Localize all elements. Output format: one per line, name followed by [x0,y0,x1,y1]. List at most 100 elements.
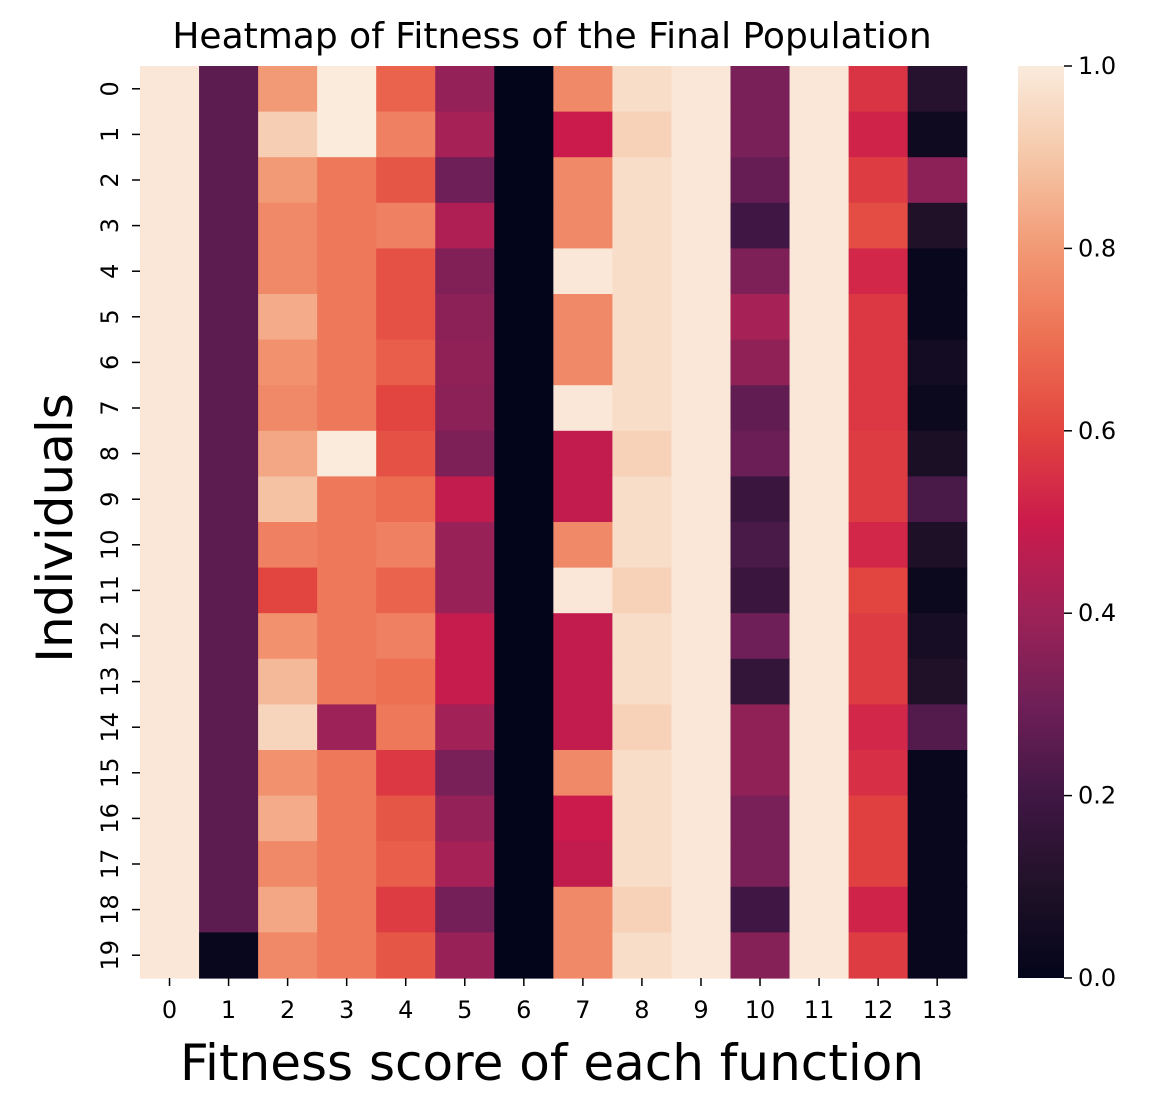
heatmap-cell-r4-c5 [435,248,495,295]
heatmap-cell-r14-c6 [494,704,554,751]
heatmap-cell-r11-c5 [435,567,495,614]
heatmap-cell-r12-c11 [789,613,850,660]
heatmap-cell-r18-c7 [553,886,613,933]
heatmap-cell-r7-c0 [140,385,200,432]
heatmap-cell-r1-c1 [199,111,259,158]
heatmap-cell-r14-c0 [140,704,200,751]
x-tick-label-6: 6 [516,996,531,1024]
heatmap-cell-r2-c13 [907,157,968,204]
heatmap-cell-r1-c13 [907,111,968,158]
heatmap-cell-r16-c8 [612,795,673,842]
heatmap-cell-r16-c12 [848,795,909,842]
heatmap-cell-r11-c10 [730,567,791,614]
heatmap-cell-r9-c13 [907,476,968,523]
heatmap-cell-r11-c9 [671,567,732,614]
heatmap-cell-r13-c1 [199,658,259,705]
heatmap-cell-r9-c5 [435,476,495,523]
heatmap-cell-r12-c6 [494,613,554,660]
heatmap-cell-r3-c3 [317,202,377,249]
heatmap-cell-r1-c9 [671,111,732,158]
x-tick-label-12: 12 [863,996,894,1024]
heatmap-cell-r0-c1 [199,66,259,113]
heatmap-cell-r0-c12 [848,66,909,113]
heatmap-cell-r5-c10 [730,294,791,341]
heatmap-cell-r17-c12 [848,841,909,888]
heatmap-cell-r11-c13 [907,567,968,614]
heatmap-cell-r16-c11 [789,795,850,842]
heatmap-cell-r11-c11 [789,567,850,614]
heatmap-cell-r3-c1 [199,202,259,249]
heatmap-cell-r6-c13 [907,339,968,386]
heatmap-cell-r18-c2 [258,886,318,933]
heatmap-cell-r3-c8 [612,202,673,249]
heatmap-cell-r19-c7 [553,932,613,979]
heatmap-cell-r7-c8 [612,385,673,432]
heatmap-cell-r15-c12 [848,750,909,797]
heatmap-cell-r2-c3 [317,157,377,204]
heatmap-cell-r4-c8 [612,248,673,295]
heatmap-cell-r6-c10 [730,339,791,386]
heatmap-cell-r8-c13 [907,430,968,477]
heatmap-cell-r9-c6 [494,476,554,523]
heatmap-cell-r12-c4 [376,613,436,660]
heatmap-cell-r9-c12 [848,476,909,523]
heatmap-cell-r16-c5 [435,795,495,842]
y-tick-label-10: 10 [96,530,124,561]
heatmap-cell-r9-c3 [317,476,377,523]
heatmap-cell-r3-c10 [730,202,791,249]
heatmap-cell-r10-c4 [376,522,436,569]
heatmap-cell-r3-c0 [140,202,200,249]
heatmap-cell-r4-c9 [671,248,732,295]
heatmap-cell-r10-c9 [671,522,732,569]
heatmap-cell-r19-c11 [789,932,850,979]
heatmap-cell-r13-c7 [553,658,613,705]
heatmap-cell-r5-c13 [907,294,968,341]
heatmap-cell-r5-c0 [140,294,200,341]
heatmap-cell-r15-c9 [671,750,732,797]
heatmap-cell-r12-c2 [258,613,318,660]
heatmap-cell-r16-c1 [199,795,259,842]
heatmap-cell-r14-c4 [376,704,436,751]
y-tick-label-4: 4 [96,264,124,279]
heatmap-cell-r5-c8 [612,294,673,341]
heatmap-cell-r18-c0 [140,886,200,933]
heatmap-cell-r8-c11 [789,430,850,477]
heatmap-cell-r17-c8 [612,841,673,888]
x-tick-label-10: 10 [745,996,776,1024]
colorbar-tick-label-4: 0.8 [1078,234,1116,262]
x-tick-label-1: 1 [221,996,236,1024]
heatmap-cell-r18-c8 [612,886,673,933]
heatmap-cell-r13-c0 [140,658,200,705]
y-tick-label-15: 15 [96,758,124,789]
heatmap-cell-r13-c5 [435,658,495,705]
y-tick-label-2: 2 [96,172,124,187]
heatmap-cell-r10-c11 [789,522,850,569]
heatmap-cell-r11-c1 [199,567,259,614]
heatmap-cell-r3-c5 [435,202,495,249]
heatmap-cell-r17-c11 [789,841,850,888]
heatmap-cell-r0-c5 [435,66,495,113]
heatmap-cell-r12-c1 [199,613,259,660]
y-tick-label-13: 13 [96,666,124,697]
heatmap-cell-r14-c3 [317,704,377,751]
y-tick-label-1: 1 [96,127,124,142]
heatmap-cell-r6-c5 [435,339,495,386]
heatmap-cell-r7-c6 [494,385,554,432]
heatmap-cell-r9-c9 [671,476,732,523]
heatmap-cell-r13-c9 [671,658,732,705]
heatmap-cell-r6-c6 [494,339,554,386]
heatmap-cell-r9-c8 [612,476,673,523]
heatmap-cell-r7-c2 [258,385,318,432]
heatmap-cell-r18-c5 [435,886,495,933]
heatmap-cell-r14-c7 [553,704,613,751]
heatmap-cell-r5-c12 [848,294,909,341]
heatmap-cell-r18-c3 [317,886,377,933]
heatmap-cell-r7-c10 [730,385,791,432]
heatmap-cell-r10-c7 [553,522,613,569]
y-tick-label-17: 17 [96,849,124,880]
heatmap-cell-r18-c10 [730,886,791,933]
heatmap-cell-r0-c10 [730,66,791,113]
heatmap-cell-r4-c1 [199,248,259,295]
